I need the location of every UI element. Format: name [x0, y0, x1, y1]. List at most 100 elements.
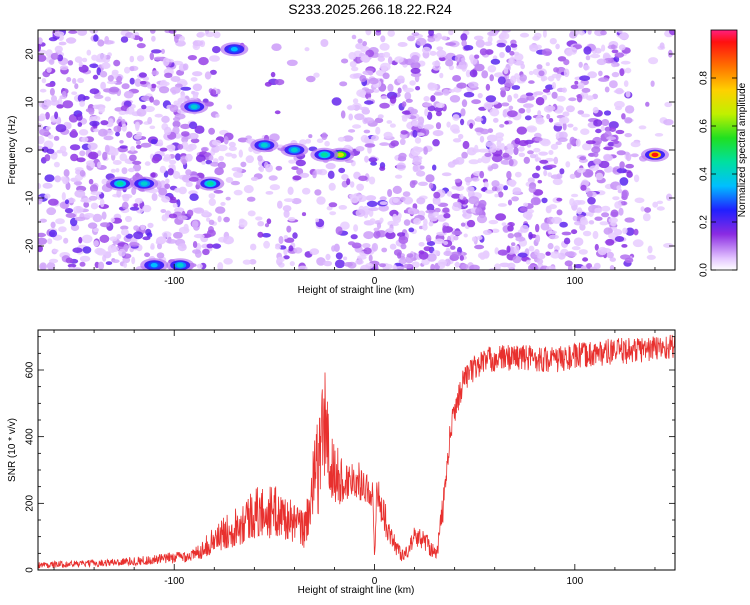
heatmap-noise-cell — [603, 227, 613, 235]
heatmap-noise-cell — [565, 105, 575, 113]
heatmap-noise-cell — [429, 50, 437, 56]
heatmap-noise-cell — [304, 47, 310, 52]
heatmap-noise-cell — [569, 198, 575, 207]
heatmap-noise-cell — [268, 175, 278, 181]
heatmap-noise-cell — [173, 117, 181, 122]
heatmap-noise-cell — [343, 256, 348, 261]
heatmap-noise-cell — [88, 178, 94, 185]
heatmap-noise-cell — [564, 260, 573, 267]
heatmap-noise-cell — [365, 195, 377, 201]
heatmap-noise-cell — [554, 109, 563, 114]
heatmap-noise-cell — [442, 225, 447, 234]
heatmap-noise-cell — [398, 258, 407, 265]
heatmap-noise-cell — [443, 241, 449, 245]
heatmap-noise-cell — [185, 153, 193, 162]
heatmap-noise-cell — [454, 262, 461, 267]
heatmap-noise-cell — [158, 86, 170, 94]
heatmap-noise-cell — [517, 146, 525, 152]
heatmap-noise-cell — [406, 253, 414, 258]
heatmap-noise-cell — [520, 224, 529, 233]
heatmap-noise-cell — [496, 42, 506, 48]
heatmap-noise-cell — [38, 182, 42, 190]
heatmap-noise-cell — [495, 132, 505, 139]
heatmap-noise-cell — [74, 83, 79, 90]
heatmap-noise-cell — [38, 237, 48, 245]
heatmap-noise-cell — [67, 60, 74, 66]
heatmap-noise-cell — [400, 130, 408, 135]
heatmap-noise-cell — [233, 189, 243, 196]
heatmap-noise-cell — [579, 223, 586, 231]
heatmap-noise-cell — [151, 35, 156, 42]
heatmap-noise-cell — [89, 63, 99, 69]
heatmap-noise-cell — [437, 259, 447, 268]
heatmap-noise-cell — [560, 116, 570, 124]
heatmap-noise-cell — [405, 98, 413, 103]
heatmap-noise-cell — [314, 189, 322, 196]
heatmap-noise-cell — [38, 135, 45, 145]
heatmap-noise-cell — [53, 135, 60, 141]
heatmap-noise-cell — [92, 104, 101, 110]
heatmap-noise-cell — [397, 232, 406, 238]
heatmap-noise-cell — [559, 221, 568, 228]
heatmap-noise-cell — [369, 218, 376, 225]
heatmap-noise-cell — [621, 189, 629, 198]
heatmap-noise-cell — [130, 34, 136, 39]
heatmap-noise-cell — [572, 215, 578, 221]
heatmap-noise-cell — [601, 119, 610, 126]
heatmap-noise-cell — [449, 95, 461, 103]
heatmap-noise-cell — [312, 170, 317, 179]
heatmap-noise-cell — [144, 105, 155, 113]
heatmap-noise-cell — [325, 253, 331, 261]
heatmap-noise-cell — [202, 248, 210, 256]
heatmap-noise-cell — [474, 144, 479, 153]
heatmap-noise-cell — [532, 172, 540, 179]
heatmap-feature-8-layer-3 — [190, 104, 198, 110]
heatmap-noise-cell — [73, 181, 83, 186]
heatmap-noise-cell — [556, 197, 563, 202]
heatmap-noise-cell — [177, 143, 184, 150]
heatmap-noise-cell — [257, 221, 265, 227]
heatmap-noise-cell — [652, 201, 659, 208]
heatmap-noise-cell — [38, 245, 43, 253]
heatmap-noise-cell — [66, 77, 72, 82]
heatmap-noise-cell — [485, 83, 491, 91]
heatmap-noise-cell — [101, 211, 107, 220]
heatmap-noise-cell — [140, 142, 152, 148]
heatmap-noise-cell — [467, 81, 479, 89]
heatmap-noise-cell — [535, 223, 540, 233]
heatmap-noise-cell — [556, 209, 563, 216]
heatmap-noise-cell — [612, 196, 620, 201]
heatmap-noise-cell — [461, 57, 466, 62]
heatmap-noise-cell — [73, 205, 84, 214]
heatmap-noise-cell — [469, 122, 474, 129]
heatmap-noise-cell — [308, 134, 313, 139]
y-tick-label: -20 — [25, 238, 36, 253]
heatmap-noise-cell — [368, 176, 376, 185]
heatmap-noise-cell — [620, 201, 628, 206]
heatmap-noise-cell — [578, 249, 588, 255]
heatmap-noise-cell — [460, 222, 466, 227]
heatmap-noise-cell — [535, 97, 545, 106]
heatmap-noise-cell — [315, 218, 320, 223]
heatmap-noise-cell — [212, 46, 221, 54]
heatmap-noise-cell — [261, 233, 271, 238]
y-tick-label: 200 — [25, 495, 36, 512]
heatmap-noise-cell — [112, 160, 122, 165]
heatmap-noise-cell — [351, 34, 357, 40]
heatmap-noise-cell — [327, 170, 335, 179]
heatmap-noise-cell — [513, 146, 519, 156]
heatmap-noise-cell — [360, 55, 370, 62]
heatmap-noise-cell — [141, 95, 152, 101]
heatmap-feature-2-layer-3 — [320, 152, 328, 157]
heatmap-noise-cell — [545, 62, 550, 67]
heatmap-noise-cell — [47, 238, 53, 245]
heatmap-noise-cell — [226, 104, 233, 110]
heatmap-noise-cell — [165, 239, 177, 244]
heatmap-noise-cell — [574, 80, 579, 85]
heatmap-noise-cell — [519, 207, 528, 212]
heatmap-noise-cell — [365, 91, 372, 100]
heatmap-noise-cell — [508, 179, 517, 187]
heatmap-noise-cell — [379, 142, 390, 146]
